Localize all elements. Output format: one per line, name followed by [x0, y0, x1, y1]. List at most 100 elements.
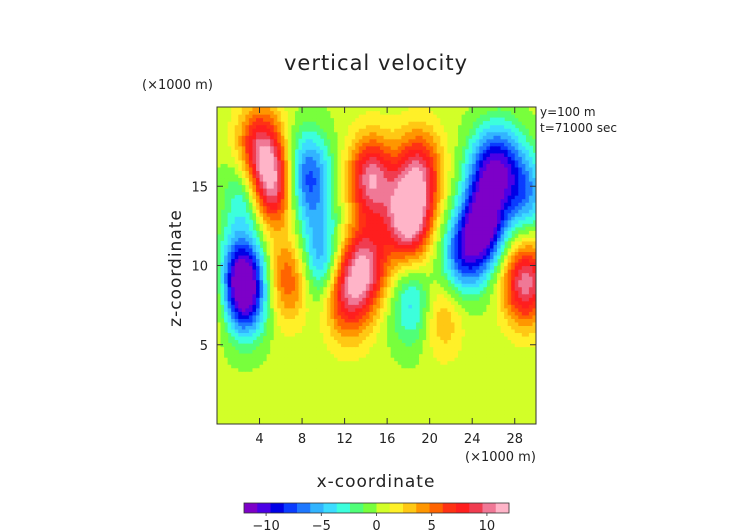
heatmap-cell	[284, 261, 289, 267]
heatmap-cell	[280, 300, 285, 305]
heatmap-cell	[440, 381, 445, 386]
heatmap-cell	[270, 293, 275, 298]
heatmap-cell	[493, 378, 498, 383]
heatmap-cell	[514, 304, 519, 309]
heatmap-cell	[500, 367, 505, 372]
heatmap-cell	[227, 350, 232, 355]
heatmap-cell	[411, 272, 417, 277]
heatmap-cell	[454, 240, 459, 245]
heatmap-cell	[280, 321, 285, 326]
heatmap-cell	[372, 244, 378, 249]
heatmap-cell	[465, 332, 470, 337]
heatmap-cell	[305, 279, 310, 284]
heatmap-cell	[287, 223, 293, 228]
heatmap-cell	[479, 395, 484, 400]
heatmap-cell	[330, 325, 335, 330]
heatmap-cell	[376, 353, 381, 358]
heatmap-cell	[298, 233, 303, 238]
heatmap-cell	[330, 290, 335, 295]
heatmap-cell	[259, 258, 264, 263]
heatmap-cell	[380, 254, 385, 260]
heatmap-cell	[287, 283, 293, 288]
heatmap-cell	[362, 304, 367, 309]
heatmap-cell	[458, 342, 463, 348]
heatmap-cell	[309, 402, 314, 407]
heatmap-cell	[344, 265, 349, 270]
heatmap-cell	[348, 364, 353, 369]
heatmap-cell	[380, 258, 385, 263]
heatmap-cell	[390, 265, 395, 270]
heatmap-cell	[408, 311, 413, 316]
heatmap-cell	[305, 290, 310, 295]
heatmap-cell	[266, 325, 271, 330]
heatmap-cell	[404, 290, 409, 295]
heatmap-cell	[305, 230, 310, 235]
heatmap-cell	[450, 254, 456, 260]
heatmap-cell	[433, 244, 438, 249]
heatmap-cell	[263, 395, 268, 400]
heatmap-cell	[521, 399, 526, 404]
heatmap-cell	[404, 251, 409, 256]
heatmap-cell	[472, 226, 477, 231]
heatmap-cell	[525, 381, 530, 386]
heatmap-cell	[465, 279, 470, 284]
heatmap-cell	[362, 406, 367, 411]
heatmap-cell	[369, 283, 374, 288]
heatmap-cell	[319, 399, 324, 404]
heatmap-cell	[504, 321, 509, 326]
heatmap-cell	[372, 399, 378, 404]
heatmap-cell	[429, 265, 434, 270]
heatmap-cell	[312, 311, 317, 316]
heatmap-cell	[525, 269, 530, 274]
heatmap-cell	[241, 335, 246, 341]
heatmap-cell	[376, 420, 381, 424]
heatmap-cell	[415, 371, 420, 376]
heatmap-cell	[380, 402, 385, 407]
heatmap-cell	[518, 318, 523, 323]
heatmap-cell	[394, 283, 399, 288]
heatmap-cell	[454, 265, 459, 270]
heatmap-cell	[518, 350, 523, 355]
heatmap-cell	[465, 325, 470, 330]
heatmap-cell	[231, 364, 236, 369]
heatmap-cell	[489, 219, 495, 224]
heatmap-cell	[380, 420, 385, 424]
heatmap-cell	[312, 357, 317, 362]
heatmap-cell	[333, 409, 339, 415]
heatmap-cell	[504, 339, 509, 344]
heatmap-cell	[422, 416, 427, 422]
heatmap-cell	[387, 258, 392, 263]
heatmap-cell	[341, 251, 346, 256]
heatmap-cell	[270, 395, 275, 400]
heatmap-cell	[270, 265, 275, 270]
heatmap-cell	[504, 311, 509, 316]
heatmap-cell	[397, 279, 402, 284]
heatmap-cell	[277, 283, 282, 288]
heatmap-cell	[429, 219, 434, 224]
heatmap-cell	[291, 307, 296, 312]
heatmap-cell	[284, 371, 289, 376]
heatmap-cell	[241, 339, 246, 344]
heatmap-cell	[507, 335, 512, 341]
heatmap-cell	[511, 251, 516, 256]
heatmap-cell	[348, 371, 353, 376]
heatmap-cell	[443, 357, 448, 362]
heatmap-cell	[450, 318, 456, 323]
heatmap-cell	[465, 304, 470, 309]
heatmap-cell	[355, 332, 360, 337]
heatmap-cell	[380, 378, 385, 383]
heatmap-cell	[408, 293, 413, 298]
heatmap-cell	[443, 364, 448, 369]
heatmap-cell	[323, 395, 328, 400]
heatmap-cell	[422, 247, 427, 253]
heatmap-cell	[319, 269, 324, 274]
heatmap-cell	[525, 350, 530, 355]
heatmap-cell	[372, 283, 378, 288]
heatmap-cell	[344, 385, 349, 390]
heatmap-cell	[493, 279, 498, 284]
heatmap-cell	[497, 304, 502, 309]
heatmap-cell	[458, 223, 463, 228]
heatmap-cell	[284, 265, 289, 270]
heatmap-cell	[397, 258, 402, 263]
heatmap-cell	[319, 350, 324, 355]
